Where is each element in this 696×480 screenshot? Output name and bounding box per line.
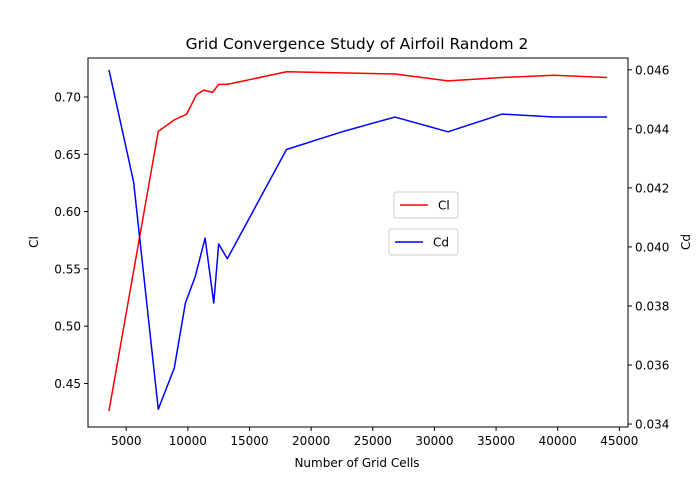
right-y-tick-label: 0.044 bbox=[635, 122, 669, 136]
right-y-tick-label: 0.036 bbox=[635, 359, 669, 373]
right-y-tick-label: 0.034 bbox=[635, 418, 669, 432]
right-y-tick-label: 0.038 bbox=[635, 299, 669, 313]
x-tick-label: 20000 bbox=[292, 434, 330, 448]
legend-cd: Cd bbox=[388, 228, 459, 256]
right-y-tick-label: 0.046 bbox=[635, 63, 669, 77]
x-tick-label: 40000 bbox=[539, 434, 577, 448]
left-y-axis-ticks: 0.45 0.50 0.55 0.60 0.65 0.70 bbox=[54, 90, 88, 391]
x-tick-label: 10000 bbox=[169, 434, 207, 448]
right-y-tick-label: 0.040 bbox=[635, 240, 669, 254]
left-y-tick-label: 0.55 bbox=[54, 262, 81, 276]
left-y-tick-label: 0.50 bbox=[54, 320, 81, 334]
left-y-axis-label: Cl bbox=[27, 236, 41, 248]
x-tick-label: 25000 bbox=[354, 434, 392, 448]
left-y-tick-label: 0.65 bbox=[54, 148, 81, 162]
x-tick-label: 35000 bbox=[477, 434, 515, 448]
chart-title: Grid Convergence Study of Airfoil Random… bbox=[186, 35, 529, 53]
x-tick-label: 45000 bbox=[600, 434, 638, 448]
x-tick-label: 30000 bbox=[415, 434, 453, 448]
left-y-tick-label: 0.45 bbox=[54, 377, 81, 391]
legend-cd-label: Cd bbox=[433, 236, 449, 250]
x-tick-label: 15000 bbox=[230, 434, 268, 448]
legend-cd-frame bbox=[388, 228, 459, 256]
plot-frame bbox=[87, 57, 629, 428]
series-line-cl bbox=[108, 71, 608, 412]
right-y-axis-label: Cd bbox=[679, 234, 693, 250]
right-y-tick-label: 0.042 bbox=[635, 181, 669, 195]
left-y-tick-label: 0.70 bbox=[54, 90, 81, 104]
right-y-axis-ticks: 0.034 0.036 0.038 0.040 0.042 0.044 0.046 bbox=[628, 63, 669, 432]
legend-cl-label: Cl bbox=[438, 199, 450, 213]
left-y-tick-label: 0.60 bbox=[54, 205, 81, 219]
series-layer bbox=[108, 69, 608, 412]
legend-cl: Cl bbox=[393, 191, 459, 219]
series-line-cd bbox=[108, 69, 608, 411]
x-axis-ticks: 5000 10000 15000 20000 25000 30000 35000 40000 4… bbox=[111, 427, 638, 448]
x-axis-label: Number of Grid Cells bbox=[294, 456, 419, 470]
x-tick-label: 5000 bbox=[111, 434, 142, 448]
